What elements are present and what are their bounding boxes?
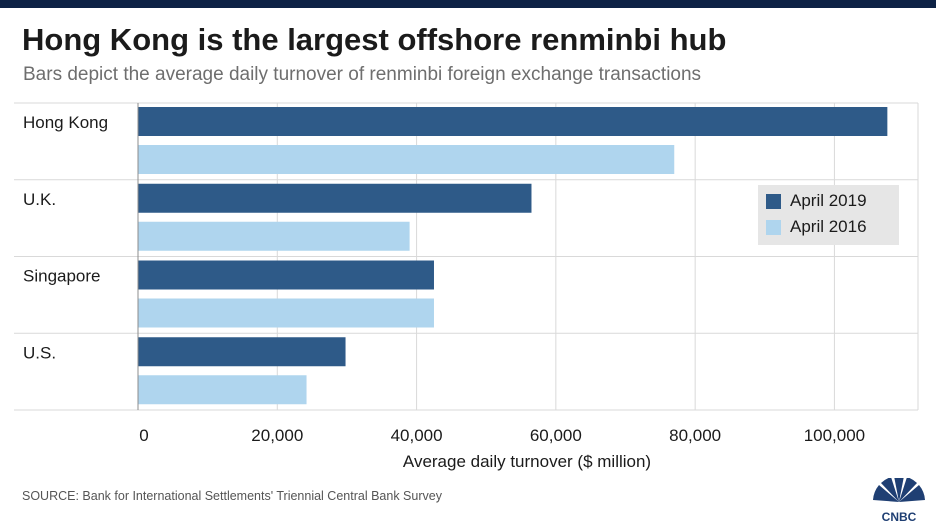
x-tick-label: 20,000 bbox=[251, 426, 303, 445]
legend-label: April 2016 bbox=[790, 217, 867, 236]
category-label: U.K. bbox=[23, 190, 56, 209]
category-label: Singapore bbox=[23, 267, 101, 286]
logo-text: CNBC bbox=[882, 510, 917, 524]
x-tick-label: 40,000 bbox=[391, 426, 443, 445]
category-label: U.S. bbox=[23, 343, 56, 362]
legend-item-april-2019: April 2019 bbox=[766, 191, 867, 211]
x-tick-label: 0 bbox=[139, 426, 148, 445]
chart-title: Hong Kong is the largest offshore renmin… bbox=[22, 22, 727, 57]
x-tick-label: 100,000 bbox=[804, 426, 865, 445]
cnbc-logo: CNBC bbox=[873, 478, 925, 524]
bar-april-2016 bbox=[138, 145, 675, 174]
category-label: Hong Kong bbox=[23, 113, 108, 132]
bar-april-2016 bbox=[138, 375, 307, 405]
legend-item-april-2016: April 2016 bbox=[766, 217, 867, 237]
bar-april-2016 bbox=[138, 298, 434, 328]
legend: April 2019 April 2016 bbox=[758, 185, 899, 245]
chart-subtitle: Bars depict the average daily turnover o… bbox=[23, 64, 702, 85]
bar-april-2019 bbox=[138, 260, 434, 290]
bar-april-2019 bbox=[138, 183, 532, 213]
x-tick-label: 60,000 bbox=[530, 426, 582, 445]
legend-label: April 2019 bbox=[790, 191, 867, 210]
bar-april-2019 bbox=[138, 337, 346, 367]
x-tick-label: 80,000 bbox=[669, 426, 721, 445]
source-note: SOURCE: Bank for International Settlemen… bbox=[22, 489, 442, 503]
legend-swatch-april-2016 bbox=[766, 219, 781, 235]
bar-april-2019 bbox=[138, 107, 888, 136]
top-bar bbox=[0, 0, 936, 8]
x-axis-title: Average daily turnover ($ million) bbox=[403, 452, 651, 471]
bar-april-2016 bbox=[138, 221, 410, 251]
legend-swatch-april-2019 bbox=[766, 193, 781, 209]
